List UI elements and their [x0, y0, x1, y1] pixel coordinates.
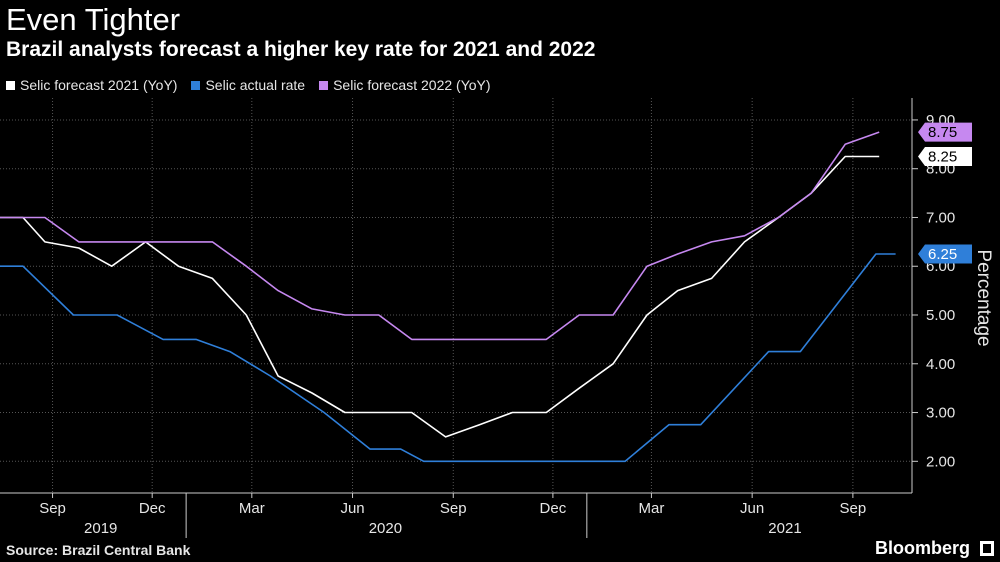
legend-label-forecast-2021: Selic forecast 2021 (YoY) — [20, 77, 178, 93]
flag-shape — [918, 147, 972, 167]
legend-item-actual-rate: Selic actual rate — [191, 77, 305, 93]
last-value-flag-actual-rate: 6.25 — [918, 244, 972, 264]
legend-swatch-actual-rate — [191, 80, 201, 90]
grid-lines — [0, 98, 912, 493]
y-tick-label: 4.00 — [926, 356, 955, 373]
x-tick-label: Sep — [440, 500, 467, 517]
last-value-flag-forecast-2022: 8.75 — [918, 122, 972, 142]
x-tick-label: Jun — [740, 500, 764, 517]
x-tick-label: Jun — [340, 500, 364, 517]
source-note: Source: Brazil Central Bank — [6, 542, 191, 558]
chart-subtitle: Brazil analysts forecast a higher key ra… — [6, 38, 596, 61]
x-tick-label: Dec — [540, 500, 567, 517]
y-tick-label: 7.00 — [926, 209, 955, 226]
legend-item-forecast-2021: Selic forecast 2021 (YoY) — [6, 77, 177, 93]
series-line-forecast-2021 — [0, 155, 880, 438]
x-tick-label: Dec — [139, 500, 166, 517]
y-tick-label: 3.00 — [926, 405, 955, 422]
brand-wordmark: Bloomberg — [874, 538, 970, 558]
flag-shape — [918, 122, 972, 142]
chart-title: Even Tighter — [6, 2, 181, 37]
x-tick-label: Mar — [239, 500, 265, 517]
x-tick-label: Mar — [639, 500, 665, 517]
x-year-label: 2019 — [84, 520, 117, 537]
y-tick-label: 2.00 — [926, 453, 955, 470]
legend-label-forecast-2022: Selic forecast 2022 (YoY) — [333, 77, 491, 93]
legend: Selic forecast 2021 (YoY) Selic actual r… — [6, 75, 505, 95]
legend-swatch-forecast-2022 — [319, 80, 329, 90]
legend-swatch-forecast-2021 — [6, 80, 15, 90]
bloomberg-logo-icon — [980, 541, 994, 556]
flag-label: 8.25 — [928, 149, 957, 166]
x-year-label: 2020 — [369, 520, 402, 537]
series-line-forecast-2022 — [0, 131, 880, 341]
legend-label-actual-rate: Selic actual rate — [205, 77, 306, 93]
last-value-flag-forecast-2021: 8.25 — [918, 147, 972, 167]
x-axis: Sep Dec Mar Jun Sep Dec Mar Jun Sep 2019 2020 2021 — [0, 492, 912, 538]
flag-shape — [918, 244, 972, 264]
y-tick-label: 5.00 — [926, 307, 955, 324]
last-value-flags: 8.25 6.25 8.75 — [918, 122, 972, 264]
flag-label: 6.25 — [928, 246, 957, 263]
series-line-actual-rate — [0, 253, 896, 463]
y-axis-label: Percentage — [973, 249, 994, 346]
flag-label: 8.75 — [928, 124, 957, 141]
x-tick-label: Sep — [39, 500, 66, 517]
legend-item-forecast-2022: Selic forecast 2022 (YoY) — [319, 77, 491, 93]
x-tick-label: Sep — [840, 500, 867, 517]
x-year-label: 2021 — [768, 520, 801, 537]
series-lines — [0, 131, 896, 463]
